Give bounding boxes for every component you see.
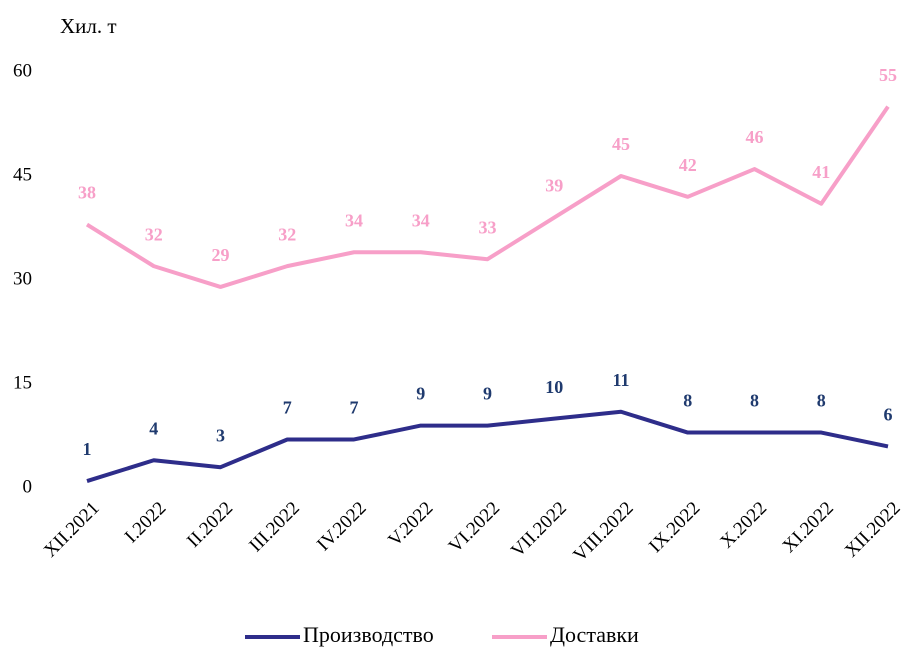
data-label: 9 xyxy=(483,384,492,404)
data-label: 7 xyxy=(283,398,292,418)
y-tick-label: 60 xyxy=(13,60,32,81)
data-label: 7 xyxy=(350,398,359,418)
y-tick-label: 0 xyxy=(23,476,33,497)
data-label: 42 xyxy=(679,155,697,175)
data-label: 8 xyxy=(683,391,692,411)
data-label: 45 xyxy=(612,134,630,154)
y-tick-label: 45 xyxy=(13,164,32,185)
x-tick-label: XI.2022 xyxy=(779,498,838,557)
data-label: 10 xyxy=(545,377,563,397)
x-tick-label: IX.2022 xyxy=(645,498,704,557)
legend-label: Производство xyxy=(303,622,434,647)
data-label: 32 xyxy=(145,224,163,244)
data-label: 11 xyxy=(612,370,629,390)
data-label: 32 xyxy=(278,224,296,244)
x-tick-label: IV.2022 xyxy=(313,498,371,556)
data-label: 9 xyxy=(416,384,425,404)
data-label: 46 xyxy=(746,127,764,147)
x-tick-label: V.2022 xyxy=(384,498,437,551)
x-tick-label: II.2022 xyxy=(183,498,237,552)
x-tick-label: VIII.2022 xyxy=(569,498,637,566)
x-tick-label: III.2022 xyxy=(245,498,304,557)
data-label: 34 xyxy=(412,210,430,230)
data-label: 34 xyxy=(345,210,363,230)
legend-label: Доставки xyxy=(550,622,639,647)
data-label: 38 xyxy=(78,183,96,203)
y-tick-label: 30 xyxy=(13,268,32,289)
x-tick-label: XII.2022 xyxy=(841,498,905,562)
data-label: 3 xyxy=(216,425,225,445)
series-line xyxy=(86,409,889,483)
x-tick-label: VII.2022 xyxy=(507,498,571,562)
data-label: 4 xyxy=(149,418,158,438)
data-label: 29 xyxy=(212,245,230,265)
data-label: 6 xyxy=(884,405,893,425)
x-tick-label: I.2022 xyxy=(121,498,171,548)
x-tick-label: XII.2021 xyxy=(40,498,104,562)
data-label: 39 xyxy=(545,176,563,196)
x-tick-label: VI.2022 xyxy=(445,498,504,557)
y-axis-title: Хил. т xyxy=(60,14,117,38)
data-label: 1 xyxy=(83,439,92,459)
x-tick-label: X.2022 xyxy=(716,498,771,553)
data-label: 55 xyxy=(879,65,897,85)
data-label: 8 xyxy=(750,391,759,411)
data-label: 41 xyxy=(812,162,830,182)
series-line xyxy=(85,105,890,289)
data-label: 33 xyxy=(479,217,497,237)
y-tick-label: 15 xyxy=(13,372,32,393)
data-label: 8 xyxy=(817,391,826,411)
